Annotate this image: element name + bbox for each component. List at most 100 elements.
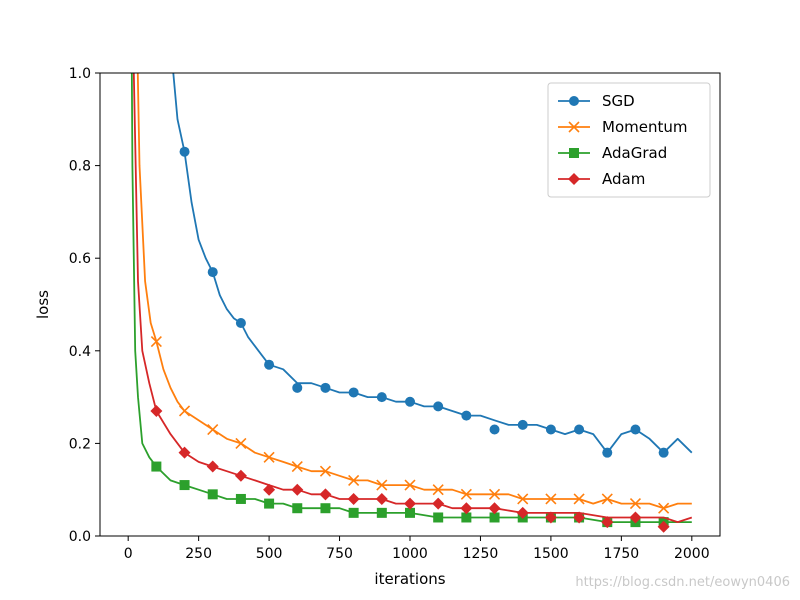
data-point-momentum xyxy=(601,493,613,505)
data-point-momentum xyxy=(319,465,332,477)
x-tick-label: 0 xyxy=(124,546,133,562)
y-tick-label: 1.0 xyxy=(69,66,91,82)
data-point-momentum xyxy=(376,479,388,491)
data-point-sgd xyxy=(602,447,613,458)
data-point-adam xyxy=(319,488,332,501)
series-line-momentum xyxy=(136,73,692,510)
watermark: https://blog.csdn.net/eowyn0406 xyxy=(575,575,790,590)
legend-label-momentum: Momentum xyxy=(602,118,687,136)
x-tick-label: 250 xyxy=(185,546,212,562)
series-line-sgd xyxy=(172,73,693,454)
data-point-adam xyxy=(347,492,360,505)
x-tick-label: 2000 xyxy=(674,546,710,562)
data-point-adam xyxy=(263,483,276,496)
data-point-adagrad xyxy=(151,461,162,472)
data-point-adagrad xyxy=(461,512,472,523)
data-point-momentum xyxy=(235,437,247,449)
data-point-adagrad xyxy=(292,503,303,514)
data-point-sgd xyxy=(264,359,275,370)
data-point-sgd xyxy=(545,424,556,435)
x-tick-label: 1750 xyxy=(604,546,640,562)
data-point-adam xyxy=(291,483,304,496)
data-point-momentum xyxy=(573,493,585,505)
data-point-momentum xyxy=(517,493,529,505)
series-line-adagrad xyxy=(130,73,692,523)
data-point-momentum xyxy=(150,335,162,348)
data-point-adagrad xyxy=(489,512,500,523)
data-point-adagrad xyxy=(207,489,218,500)
data-point-momentum xyxy=(488,488,501,500)
data-point-sgd xyxy=(574,424,585,435)
x-tick-label: 1500 xyxy=(533,546,569,562)
x-tick-label: 1000 xyxy=(392,546,428,562)
data-point-adagrad xyxy=(433,512,444,523)
legend-marker-adam xyxy=(568,173,580,185)
data-point-sgd xyxy=(405,396,415,407)
legend-label-adagrad: AdaGrad xyxy=(602,144,667,162)
y-tick-label: 0.8 xyxy=(69,159,91,175)
data-point-sgd xyxy=(517,419,528,430)
data-point-momentum xyxy=(291,460,303,473)
data-point-sgd xyxy=(376,392,387,403)
data-point-sgd xyxy=(658,447,669,458)
x-tick-label: 1250 xyxy=(463,546,499,562)
data-point-sgd xyxy=(433,401,444,412)
legend-label-sgd: SGD xyxy=(602,92,635,110)
y-tick-label: 0.0 xyxy=(69,529,91,545)
data-point-adagrad xyxy=(320,503,331,514)
legend-marker-adagrad xyxy=(569,148,579,158)
data-point-adam xyxy=(629,511,642,524)
x-tick-label: 750 xyxy=(326,546,353,562)
data-point-momentum xyxy=(404,479,416,491)
data-point-momentum xyxy=(460,488,472,500)
data-point-sgd xyxy=(489,424,500,435)
data-point-momentum xyxy=(207,423,219,436)
data-point-sgd xyxy=(235,318,246,329)
data-point-sgd xyxy=(207,267,218,278)
y-tick-label: 0.2 xyxy=(69,436,91,452)
data-point-adam xyxy=(544,511,557,524)
data-point-momentum xyxy=(178,405,191,417)
data-point-momentum xyxy=(658,502,670,514)
data-point-adam xyxy=(601,516,614,529)
data-point-adam xyxy=(178,446,191,459)
y-tick-label: 0.6 xyxy=(69,251,91,267)
data-point-adagrad xyxy=(348,507,359,518)
legend-box xyxy=(547,82,711,198)
y-tick-label: 0.4 xyxy=(69,344,91,360)
data-point-momentum xyxy=(432,484,444,496)
data-point-sgd xyxy=(461,410,472,421)
data-point-adam xyxy=(375,492,388,505)
data-point-adam xyxy=(516,506,529,519)
legend-marker-sgd xyxy=(569,96,579,106)
data-point-adagrad xyxy=(235,493,246,504)
data-point-sgd xyxy=(292,382,303,393)
data-point-sgd xyxy=(348,387,359,398)
data-point-adam xyxy=(404,497,416,510)
data-point-adagrad xyxy=(376,507,387,518)
data-point-adagrad xyxy=(179,480,190,491)
data-point-momentum xyxy=(263,451,275,463)
data-point-momentum xyxy=(545,493,557,505)
data-point-adam xyxy=(150,404,163,417)
data-point-sgd xyxy=(630,424,641,435)
data-point-adagrad xyxy=(264,498,275,509)
data-point-adam xyxy=(573,511,586,524)
data-point-adam xyxy=(206,460,219,473)
series-line-adam xyxy=(132,73,693,523)
data-point-adam xyxy=(488,502,501,515)
y-axis-label: loss xyxy=(34,290,52,319)
data-point-adagrad xyxy=(405,507,415,518)
data-point-adam xyxy=(234,469,247,482)
x-axis-label: iterations xyxy=(374,570,445,588)
data-point-sgd xyxy=(320,382,331,393)
data-point-momentum xyxy=(629,498,642,510)
legend: SGD Momentum AdaGrad Adam xyxy=(547,82,711,198)
legend-label-adam: Adam xyxy=(602,170,645,188)
data-point-sgd xyxy=(179,146,190,157)
data-point-adam xyxy=(432,497,445,510)
data-point-adam xyxy=(460,502,473,515)
x-tick-label: 500 xyxy=(256,546,283,562)
